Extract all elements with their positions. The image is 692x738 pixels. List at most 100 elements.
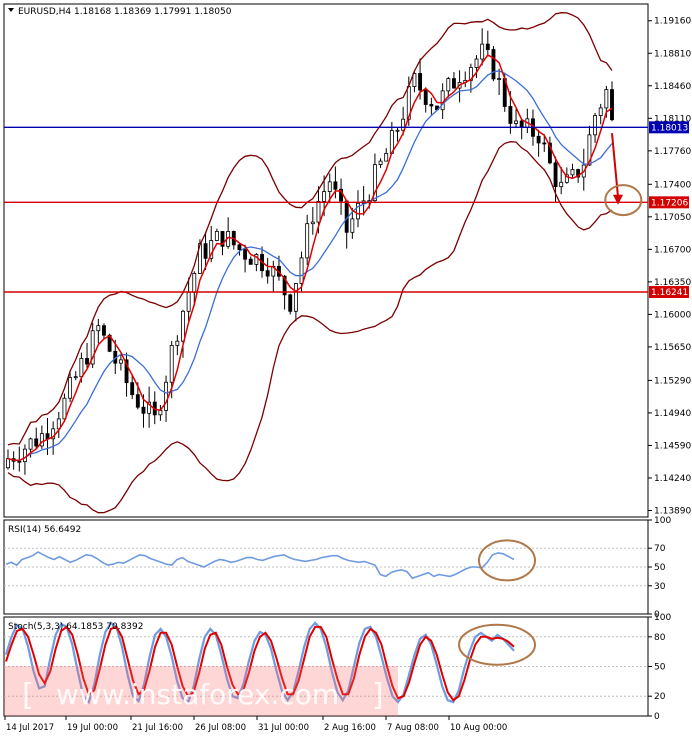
candle-body	[333, 181, 338, 190]
price-tick-label: 1.18460	[654, 82, 691, 92]
rsi-line	[5, 551, 515, 580]
annotations: [ www.instaforex.com]	[4, 133, 643, 716]
price-tick-label: 1.14590	[654, 441, 691, 451]
price-tick-label: 1.18810	[654, 49, 691, 59]
price-tick-label: 1.17760	[654, 147, 691, 157]
time-axis: 14 Jul 2017 19 Jul 00:00 21 Jul 16:00 26 Ju…	[4, 716, 507, 733]
price-tick-label: 1.15290	[654, 376, 691, 386]
candle-body	[327, 181, 332, 192]
candle-body	[293, 283, 298, 312]
candle-body	[102, 325, 106, 336]
candle-body	[480, 43, 485, 60]
candle-body	[474, 58, 479, 68]
candle-body	[209, 240, 214, 259]
candle-body	[192, 272, 197, 293]
time-tick-label: 19 Jul 00:00	[67, 723, 118, 733]
price-tick-label: 1.15650	[654, 343, 691, 353]
candle-body	[401, 118, 406, 131]
candle-body	[186, 291, 191, 312]
candle-body	[220, 231, 225, 247]
stoch-ellipse	[458, 623, 536, 666]
rsi-pane: 100 70 50 30 0 RSI(14) 56.6492	[3, 516, 671, 620]
watermark-bracket-right: ]	[372, 678, 384, 713]
candle-body	[485, 43, 490, 50]
candle-body	[542, 142, 547, 145]
candle-body	[34, 438, 39, 447]
candle-body	[62, 397, 67, 420]
main-pane-frame	[3, 3, 649, 518]
watermark-bracket-left: [	[22, 678, 34, 713]
rsi-tick-label: 0	[654, 610, 660, 620]
candle-body	[90, 330, 95, 365]
rsi-tick-label: 100	[654, 516, 671, 526]
candle-body	[135, 394, 140, 408]
candle-body	[141, 406, 146, 414]
time-tick-label: 10 Aug 00:00	[450, 723, 507, 733]
candle-body	[17, 460, 22, 463]
candle-body	[508, 106, 513, 124]
stoch-tick-label: 80	[654, 633, 666, 643]
candle-body	[254, 254, 259, 265]
time-tick-label: 31 Jul 00:00	[258, 723, 309, 733]
candle-body	[372, 164, 377, 202]
candle-body	[39, 433, 44, 447]
stoch-title: Stoch(5,3,3) 64.1853 70.8392	[8, 622, 143, 632]
time-tick-label: 26 Jul 08:00	[195, 723, 246, 733]
candle-body	[22, 448, 27, 463]
time-tick-label: 14 Jul 2017	[6, 723, 54, 733]
price-tick-label: 1.14940	[654, 409, 691, 419]
candle-body	[440, 90, 445, 111]
candle-body	[384, 152, 389, 162]
stoch-tick-label: 50	[654, 663, 666, 673]
chart-title: EURUSD,H4 1.18168 1.18369 1.17991 1.1805…	[18, 7, 232, 17]
candle-body	[265, 270, 270, 277]
level-tag-label: 1.17206	[651, 198, 688, 208]
stoch-tick-label: 100	[654, 613, 671, 623]
price-tick-label: 1.16350	[654, 278, 691, 288]
candle-body	[243, 249, 248, 260]
price-tick-label: 1.17400	[654, 180, 691, 190]
rsi-tick-label: 30	[654, 582, 666, 592]
candle-body	[322, 191, 327, 202]
level-tag	[649, 196, 689, 209]
price-tick-label: 1.17050	[654, 213, 691, 223]
stochastic-pane: 100 80 50 20 0 Stoch(5,3,3) 64.1853 70.8392	[3, 613, 671, 722]
target-ellipse	[604, 184, 643, 217]
candle-body	[85, 358, 89, 365]
candle-body	[79, 358, 84, 378]
candle-body	[124, 359, 129, 384]
price-tick-label: 1.18110	[654, 114, 691, 124]
candle-body	[316, 200, 321, 223]
candle-body	[118, 359, 123, 364]
candle-body	[378, 160, 383, 165]
candle-body	[282, 275, 287, 296]
candle-body	[429, 104, 434, 107]
rsi-ellipse	[478, 539, 536, 582]
candle-body	[299, 257, 304, 284]
candle-body	[214, 231, 219, 241]
candle-body	[73, 376, 78, 379]
level-tag	[649, 286, 689, 299]
candle-body	[164, 381, 168, 411]
price-tick-label: 1.16000	[654, 310, 691, 320]
candle-body	[412, 73, 417, 87]
time-tick-label: 2 Aug 16:00	[324, 723, 376, 733]
watermark-text: www.instaforex.com	[56, 678, 339, 711]
stoch-tick-label: 20	[654, 692, 666, 702]
candle-body	[356, 202, 360, 220]
candle-body	[418, 73, 423, 91]
candle-body	[288, 294, 293, 312]
candle-body	[68, 377, 73, 399]
bollinger-lower	[7, 141, 613, 514]
stoch-main-line	[4, 621, 515, 705]
price-tick-label: 1.13890	[654, 506, 691, 516]
forecast-arrowhead	[613, 194, 623, 205]
candle-body	[559, 181, 564, 188]
candle-body	[28, 438, 33, 450]
candle-body	[553, 162, 558, 188]
candle-body	[604, 89, 609, 109]
candle-body	[536, 135, 541, 144]
level-tag-label: 1.16241	[651, 288, 688, 298]
time-tick-label: 21 Jul 16:00	[132, 723, 183, 733]
